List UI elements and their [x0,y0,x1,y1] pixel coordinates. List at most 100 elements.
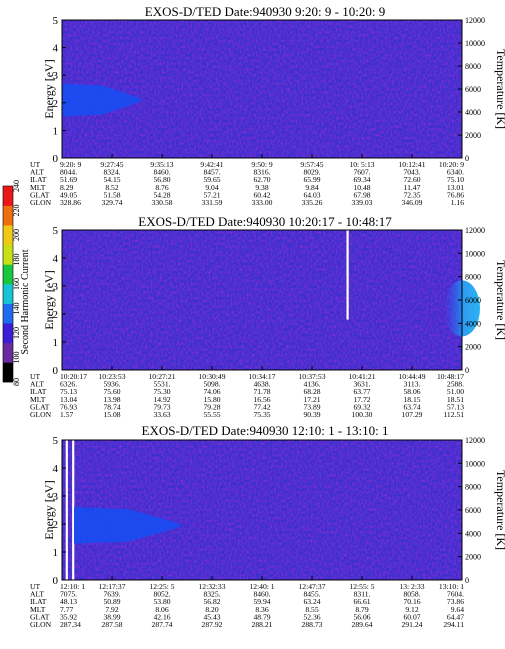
table-cell: 10:20: 9 [439,160,464,169]
plot-area [61,229,480,371]
table-cell: 13.01 [447,183,464,192]
x-ticks [61,576,463,580]
table-row-label: ILAT [30,597,47,606]
table-cell: 7639. [103,590,120,599]
table-cell: 8029. [303,168,320,177]
colorbar-tick-label: 80 [12,378,21,386]
table-cell: 53.80 [153,597,170,606]
colorbar-block [3,205,13,226]
table-cell: 75.30 [153,387,170,396]
table-cell: 8324. [103,168,120,177]
table-cell: 11.47 [404,183,421,192]
table-cell: 8.20 [205,605,218,614]
table-cell: 69.34 [353,175,370,184]
colorbar-tick-label: 100 [12,352,21,364]
colorbar-block [3,284,13,304]
table-cell: 69.32 [353,402,370,411]
table-cell: 56.80 [153,175,170,184]
y2-tick-label: 10000 [465,459,485,468]
orbit-table: UT 10:20:17 10:23:53 10:27:21 10:30:49 10:34:… [30,372,464,419]
y2-tick-label: 12000 [465,226,485,235]
table-cell: 3113. [404,380,421,389]
y-axis-label: Energy [eV] [42,270,56,329]
table-cell: 64.03 [303,190,320,199]
colorbar-block [3,186,13,206]
table-cell: 10:44:49 [398,372,425,381]
table-cell: 2588. [447,380,464,389]
y-tick-label: 1 [53,125,59,137]
table-cell: 59.65 [203,175,220,184]
table-cell: 42.16 [153,612,170,621]
table-cell: 328.86 [60,198,81,207]
y-tick-label: 1 [53,547,59,559]
y-tick-label: 5 [53,15,59,27]
table-cell: 54.15 [103,175,120,184]
features [62,83,142,117]
table-cell: 14.92 [153,395,170,404]
colorbar-tick-label: 240 [12,180,21,192]
y2-axis-label: Temperature [K] [494,49,505,129]
table-cell: 45.43 [203,612,220,621]
y2-tick-label: 8000 [465,273,481,282]
y-ticks: 0 1 2 3 4 5 [53,435,66,587]
table-row-label: UT [30,372,40,381]
plot-noise [62,230,462,370]
colorbar-label: Second Harmonic Current [20,249,31,354]
y2-tick-label: 8000 [465,483,481,492]
table-cell: 335.26 [302,198,323,207]
table-cell: 65.99 [303,175,320,184]
y-tick-label: 2 [53,98,59,110]
plot-area [61,439,463,581]
table-cell: 5531. [153,380,170,389]
table-row-label: GLON [30,620,52,629]
table-cell: 60.42 [253,190,270,199]
table-cell: 75.10 [447,175,464,184]
table-cell: 56.82 [203,597,220,606]
colorbar-block [3,264,13,285]
y2-axis-label: Temperature [K] [494,260,505,340]
table-cell: 7.77 [60,605,73,614]
colorbar-block [3,303,13,324]
table-cell: 7075. [60,590,77,599]
y2-tick-label: 4000 [465,319,481,328]
table-cell: 112.51 [443,410,464,419]
table-cell: 59.94 [253,597,270,606]
table-row-label: GLON [30,410,52,419]
y-tick-label: 2 [53,519,59,531]
y2-tick-label: 0 [465,154,469,163]
y-tick-label: 2 [53,309,59,321]
table-row-label: MLT [30,183,46,192]
table-cell: 9:27:45 [100,160,123,169]
table-cell: 10:12:41 [398,160,425,169]
table-cell: 16.56 [253,395,270,404]
table-cell: 287.74 [152,620,173,629]
panel-1: EXOS-D/TED Date:940930 9:20: 9 - 10:20: … [30,4,505,207]
y2-tick-label: 12000 [465,16,485,25]
table-cell: 8.55 [305,605,318,614]
table-cell: 10:48:17 [437,372,464,381]
table-cell: 10.48 [353,183,370,192]
table-cell: 13.98 [103,395,120,404]
table-cell: 287.58 [102,620,123,629]
y-tick-label: 3 [53,281,59,293]
table-cell: 288.21 [252,620,273,629]
table-cell: 57.13 [447,402,464,411]
y-tick-label: 1 [53,337,59,349]
table-cell: 75.60 [103,387,120,396]
table-cell: 79.28 [203,402,220,411]
y-tick-label: 4 [53,253,59,265]
panel-title: EXOS-D/TED Date:940930 12:10: 1 - 13:10:… [142,423,389,438]
table-cell: 52.36 [303,612,320,621]
table-cell: 8316. [253,168,270,177]
table-cell: 8.76 [155,183,168,192]
table-cell: 73.89 [303,402,320,411]
table-row-label: GLAT [30,190,50,199]
y2-tick-label: 10000 [465,249,485,258]
colorbar-block [3,225,13,246]
table-cell: 287.92 [202,620,223,629]
y2-tick-label: 2000 [465,131,481,140]
y-tick-label: 0 [53,153,59,165]
table-cell: 78.74 [103,402,120,411]
table-cell: 8058. [403,590,420,599]
